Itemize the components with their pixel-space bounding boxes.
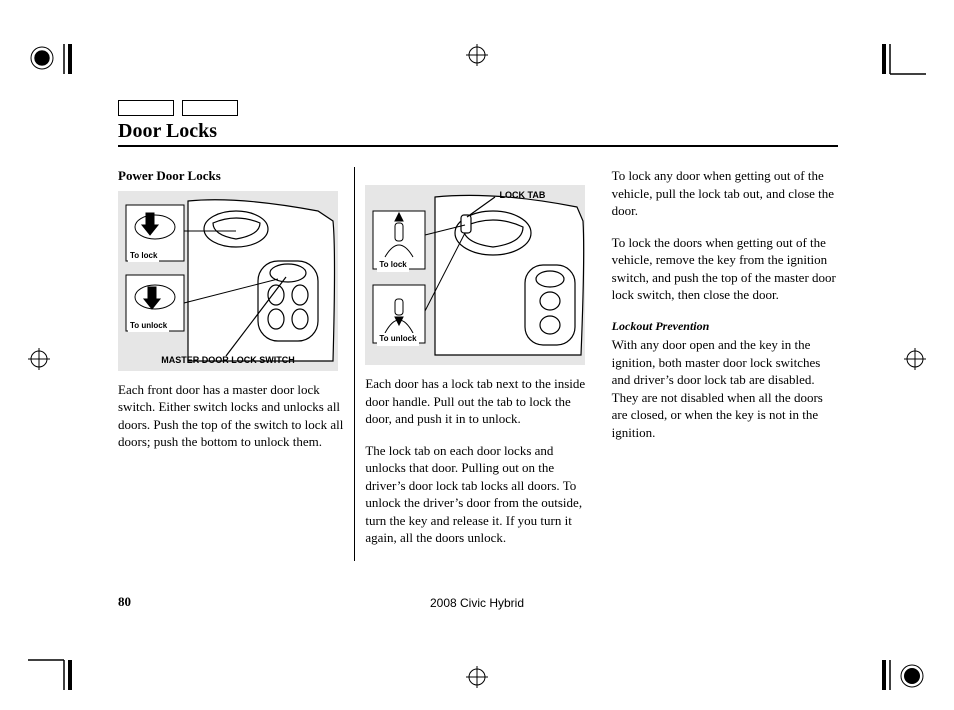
tab-box: [182, 100, 238, 116]
tab-box: [118, 100, 174, 116]
paragraph: Each door has a lock tab next to the ins…: [365, 375, 591, 428]
figure-label-to-lock: To lock: [128, 250, 159, 263]
title-rule: Door Locks: [118, 120, 838, 147]
reg-mark-bl: [28, 640, 78, 690]
figure-label-to-lock: To lock: [377, 259, 408, 272]
page-title: Door Locks: [118, 120, 838, 143]
columns: Power Door Locks: [118, 167, 838, 561]
column-3: To lock any door when getting out of the…: [602, 167, 838, 561]
paragraph: To lock the doors when getting out of th…: [612, 234, 838, 304]
reg-mark-tr: [876, 44, 926, 94]
figure-label-to-unlock: To unlock: [128, 320, 169, 333]
figure-master-lock-switch: To lock To unlock MASTER DOOR LOCK SWITC…: [118, 191, 338, 371]
header-tab-boxes: [118, 100, 838, 116]
figure-caption: LOCK TAB: [500, 189, 546, 201]
paragraph: Each front door has a master door lock s…: [118, 381, 344, 451]
paragraph: With any door open and the key in the ig…: [612, 336, 838, 441]
figure-caption: MASTER DOOR LOCK SWITCH: [118, 354, 338, 366]
page-content: Door Locks Power Door Locks: [118, 100, 838, 561]
reg-mark-br: [876, 640, 926, 690]
subhead-power-door-locks: Power Door Locks: [118, 167, 344, 185]
reg-mark-top-center: [466, 44, 488, 66]
reg-mark-right: [904, 348, 926, 370]
column-1: Power Door Locks: [118, 167, 354, 561]
figure-label-to-unlock: To unlock: [377, 333, 418, 346]
reg-mark-bottom-center: [466, 666, 488, 688]
column-2: LOCK TAB To lock To unlock Each door has…: [354, 167, 601, 561]
footer-model: 2008 Civic Hybrid: [0, 596, 954, 610]
figure-lock-tab: LOCK TAB To lock To unlock: [365, 185, 585, 365]
reg-mark-left: [28, 348, 50, 370]
paragraph: To lock any door when getting out of the…: [612, 167, 838, 220]
paragraph: The lock tab on each door locks and unlo…: [365, 442, 591, 547]
reg-mark-tl: [28, 44, 78, 94]
subhead-lockout-prevention: Lockout Prevention: [612, 318, 838, 334]
